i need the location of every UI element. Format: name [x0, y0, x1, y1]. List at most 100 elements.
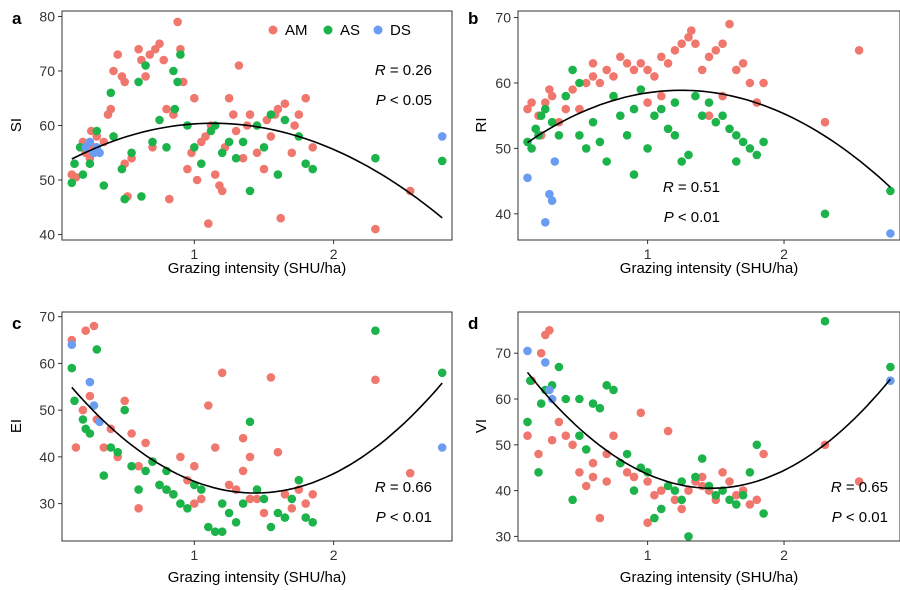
point-am-c: [127, 429, 136, 438]
point-am-d: [554, 417, 564, 427]
point-as-a: [92, 126, 102, 136]
point-am-b: [677, 39, 686, 48]
point-am-b: [697, 65, 707, 75]
point-as-c: [252, 485, 262, 494]
point-ds-d: [545, 385, 554, 395]
point-as-d: [670, 486, 680, 495]
point-as-a: [162, 143, 171, 152]
legend-swatch-ds: [373, 25, 383, 35]
point-as-a: [141, 61, 150, 70]
point-am-c: [190, 499, 199, 508]
point-am-a: [280, 99, 290, 108]
point-am-b: [541, 98, 550, 107]
point-am-b: [568, 85, 577, 94]
point-as-a: [134, 77, 143, 87]
point-am-b: [718, 39, 727, 48]
point-as-d: [602, 381, 611, 390]
point-as-a: [231, 153, 241, 163]
point-as-c: [141, 466, 150, 476]
point-am-b: [650, 72, 659, 81]
point-am-c: [190, 461, 199, 471]
stat-p-c: P < 0.01: [376, 509, 432, 526]
point-am-c: [301, 499, 311, 508]
point-as-b: [732, 131, 741, 140]
point-ds-b: [550, 157, 560, 166]
plot-frame-d: [517, 311, 900, 542]
plot-frame-b: [517, 10, 900, 241]
panel-letter-b: b: [468, 9, 478, 28]
point-as-d: [523, 417, 532, 427]
point-am-d: [588, 458, 598, 468]
stat-p-value-a: < 0.05: [386, 92, 432, 109]
point-as-b: [629, 104, 639, 114]
point-am-a: [134, 44, 143, 54]
point-as-c: [120, 405, 129, 415]
point-as-b: [738, 137, 748, 147]
point-am-b: [657, 91, 666, 101]
stat-p-a: P < 0.05: [376, 92, 432, 109]
point-as-a: [190, 143, 199, 152]
fit-curve-b: [527, 89, 891, 188]
point-as-a: [78, 170, 88, 179]
point-as-c: [85, 429, 95, 438]
y-axis-title-d: VI: [473, 419, 490, 433]
stat-r-d: R = 0.65: [831, 479, 888, 496]
point-as-a: [238, 137, 248, 147]
point-as-d: [568, 495, 577, 505]
point-as-c: [113, 447, 122, 457]
stat-r-symbol-c: R: [375, 479, 386, 496]
point-as-d: [622, 449, 632, 459]
stat-r-value-c: = 0.66: [386, 479, 432, 496]
stat-r-symbol-a: R: [375, 62, 386, 79]
point-as-d: [752, 440, 762, 450]
point-ds-d: [541, 358, 550, 367]
panel-c: c Grazing intensity (SHU/ha) EI R = 0.66…: [8, 309, 453, 586]
point-am-b: [609, 72, 618, 81]
point-am-c: [78, 405, 88, 415]
point-as-a: [273, 170, 283, 179]
stat-p-value-b: < 0.01: [674, 209, 720, 226]
legend-swatch-as: [323, 25, 333, 35]
point-am-c: [120, 396, 129, 406]
point-am-b: [663, 59, 673, 68]
point-as-b: [588, 117, 598, 127]
y-tick-label-d: 70: [495, 345, 511, 361]
point-as-c: [294, 475, 304, 485]
point-as-a: [155, 115, 164, 125]
point-as-b: [541, 104, 550, 114]
point-as-b: [581, 144, 591, 153]
point-am-b: [657, 52, 666, 62]
x-tick-label-b: 1: [644, 246, 652, 262]
point-as-b: [704, 98, 714, 107]
point-as-c: [217, 499, 227, 508]
point-am-d: [725, 477, 734, 486]
point-am-a: [224, 93, 234, 103]
point-as-d: [657, 504, 666, 514]
point-am-d: [609, 431, 618, 441]
stat-r-symbol-d: R: [831, 479, 842, 496]
point-as-c: [266, 522, 276, 532]
point-am-c: [204, 401, 213, 410]
legend-label-as: AS: [340, 22, 360, 39]
stat-r-value-b: = 0.51: [674, 179, 720, 196]
point-am-b: [581, 78, 591, 88]
y-tick-label-a: 60: [39, 118, 55, 134]
point-as-b: [886, 186, 895, 196]
point-am-a: [308, 143, 318, 152]
point-am-b: [588, 72, 598, 81]
point-as-a: [197, 159, 206, 168]
point-as-c: [280, 513, 290, 522]
point-as-b: [691, 91, 700, 101]
point-as-a: [85, 159, 95, 168]
point-am-c: [238, 466, 248, 476]
point-am-b: [602, 65, 611, 75]
point-am-c: [245, 452, 255, 462]
y-tick-label-b: 40: [495, 206, 511, 222]
point-am-c: [371, 375, 380, 385]
point-as-a: [210, 121, 220, 130]
point-as-a: [183, 121, 192, 130]
point-am-d: [670, 495, 680, 505]
point-as-b: [561, 91, 571, 101]
point-as-c: [273, 508, 283, 518]
point-am-c: [71, 443, 81, 452]
